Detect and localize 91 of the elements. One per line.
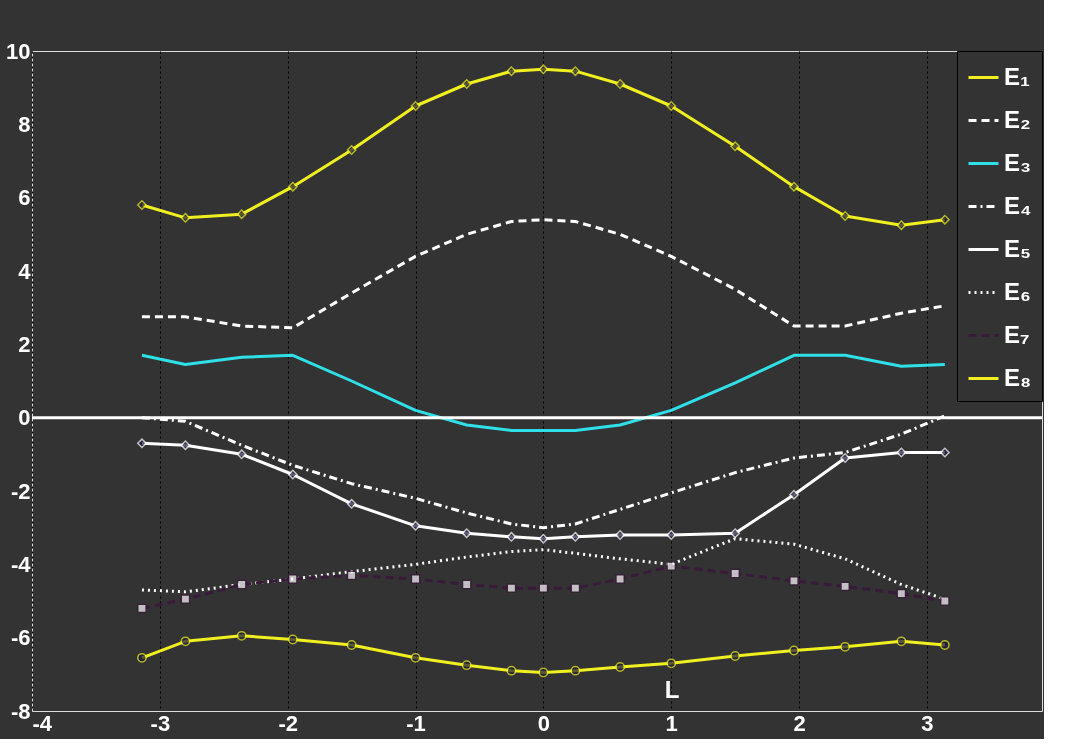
point: [346, 145, 357, 155]
x-tick-label: -1: [406, 710, 426, 736]
point: [730, 141, 741, 152]
point: [287, 634, 298, 645]
point: [840, 641, 851, 652]
point: [939, 596, 950, 606]
point: [939, 640, 950, 650]
point: [236, 579, 247, 590]
point: [506, 66, 517, 77]
point: [666, 530, 677, 540]
y-tick-label: 10: [6, 38, 31, 64]
point: [939, 214, 950, 225]
x-tick-label: 2: [793, 710, 806, 736]
point: [461, 528, 472, 539]
point: [730, 568, 741, 579]
line-series: [140, 353, 947, 432]
point: [570, 583, 581, 594]
point: [410, 101, 421, 111]
point: [615, 79, 626, 89]
legend-label: E₆: [1004, 277, 1031, 305]
point: [287, 574, 298, 584]
x-tick-label: 1: [665, 710, 678, 736]
point: [896, 636, 907, 647]
point: [461, 660, 472, 671]
point: [506, 583, 517, 594]
y-tick-label: 0: [18, 405, 31, 431]
point: [789, 575, 799, 586]
point: [180, 636, 191, 647]
point: [506, 531, 517, 542]
point: [137, 200, 147, 210]
point: [538, 533, 549, 544]
point: [666, 561, 677, 572]
point: [137, 438, 147, 449]
point: [570, 531, 581, 542]
point: [570, 665, 581, 676]
point: [615, 662, 626, 672]
y-tick-label: 8: [18, 111, 31, 137]
point: [896, 220, 907, 231]
x-tick-label: -3: [150, 710, 171, 736]
point: [538, 667, 549, 678]
legend-label: E₅: [1004, 234, 1032, 262]
x-tick-label: 3: [921, 710, 934, 736]
point: [789, 489, 799, 500]
y-tick-label: -4: [10, 551, 32, 577]
point: [461, 579, 472, 590]
point: [506, 665, 517, 676]
point: [840, 211, 851, 221]
y-tick-label: 4: [18, 258, 32, 284]
point: [570, 66, 581, 77]
legend-label: E₂: [1004, 105, 1031, 133]
point: [287, 469, 298, 480]
point: [180, 440, 191, 451]
y-tick-label: -2: [10, 478, 31, 504]
point: [789, 645, 799, 656]
y-tick-label: -6: [10, 625, 31, 651]
legend-label: E₁: [1004, 62, 1031, 90]
point: [840, 453, 851, 463]
y-tick-label: -8: [10, 698, 31, 724]
legend-label: E₄: [1004, 191, 1032, 219]
point: [410, 520, 421, 531]
point: [666, 658, 677, 669]
annotation: L: [664, 676, 680, 703]
point: [137, 603, 147, 614]
y-tick-label: 6: [18, 185, 31, 211]
point: [896, 588, 907, 599]
point: [137, 652, 147, 663]
x-tick-label: 0: [537, 710, 551, 736]
point: [789, 181, 799, 192]
point: [410, 574, 421, 584]
point: [666, 101, 677, 111]
point: [840, 581, 851, 592]
point: [346, 498, 357, 509]
x-tick-label: -2: [278, 710, 298, 736]
point: [538, 64, 549, 75]
point: [461, 79, 472, 89]
point: [180, 212, 191, 223]
legend-label: E₇: [1004, 320, 1030, 348]
point: [236, 449, 247, 460]
point: [730, 528, 741, 539]
point: [287, 181, 298, 192]
point: [346, 640, 357, 650]
point: [410, 652, 421, 663]
point: [180, 594, 191, 605]
legend-label: E₈: [1004, 363, 1032, 391]
point: [730, 651, 741, 661]
y-tick-label: 2: [18, 331, 31, 357]
point: [538, 583, 549, 594]
point: [236, 630, 247, 641]
point: [615, 574, 626, 584]
legend-label: E₃: [1004, 148, 1032, 176]
point: [346, 570, 357, 581]
